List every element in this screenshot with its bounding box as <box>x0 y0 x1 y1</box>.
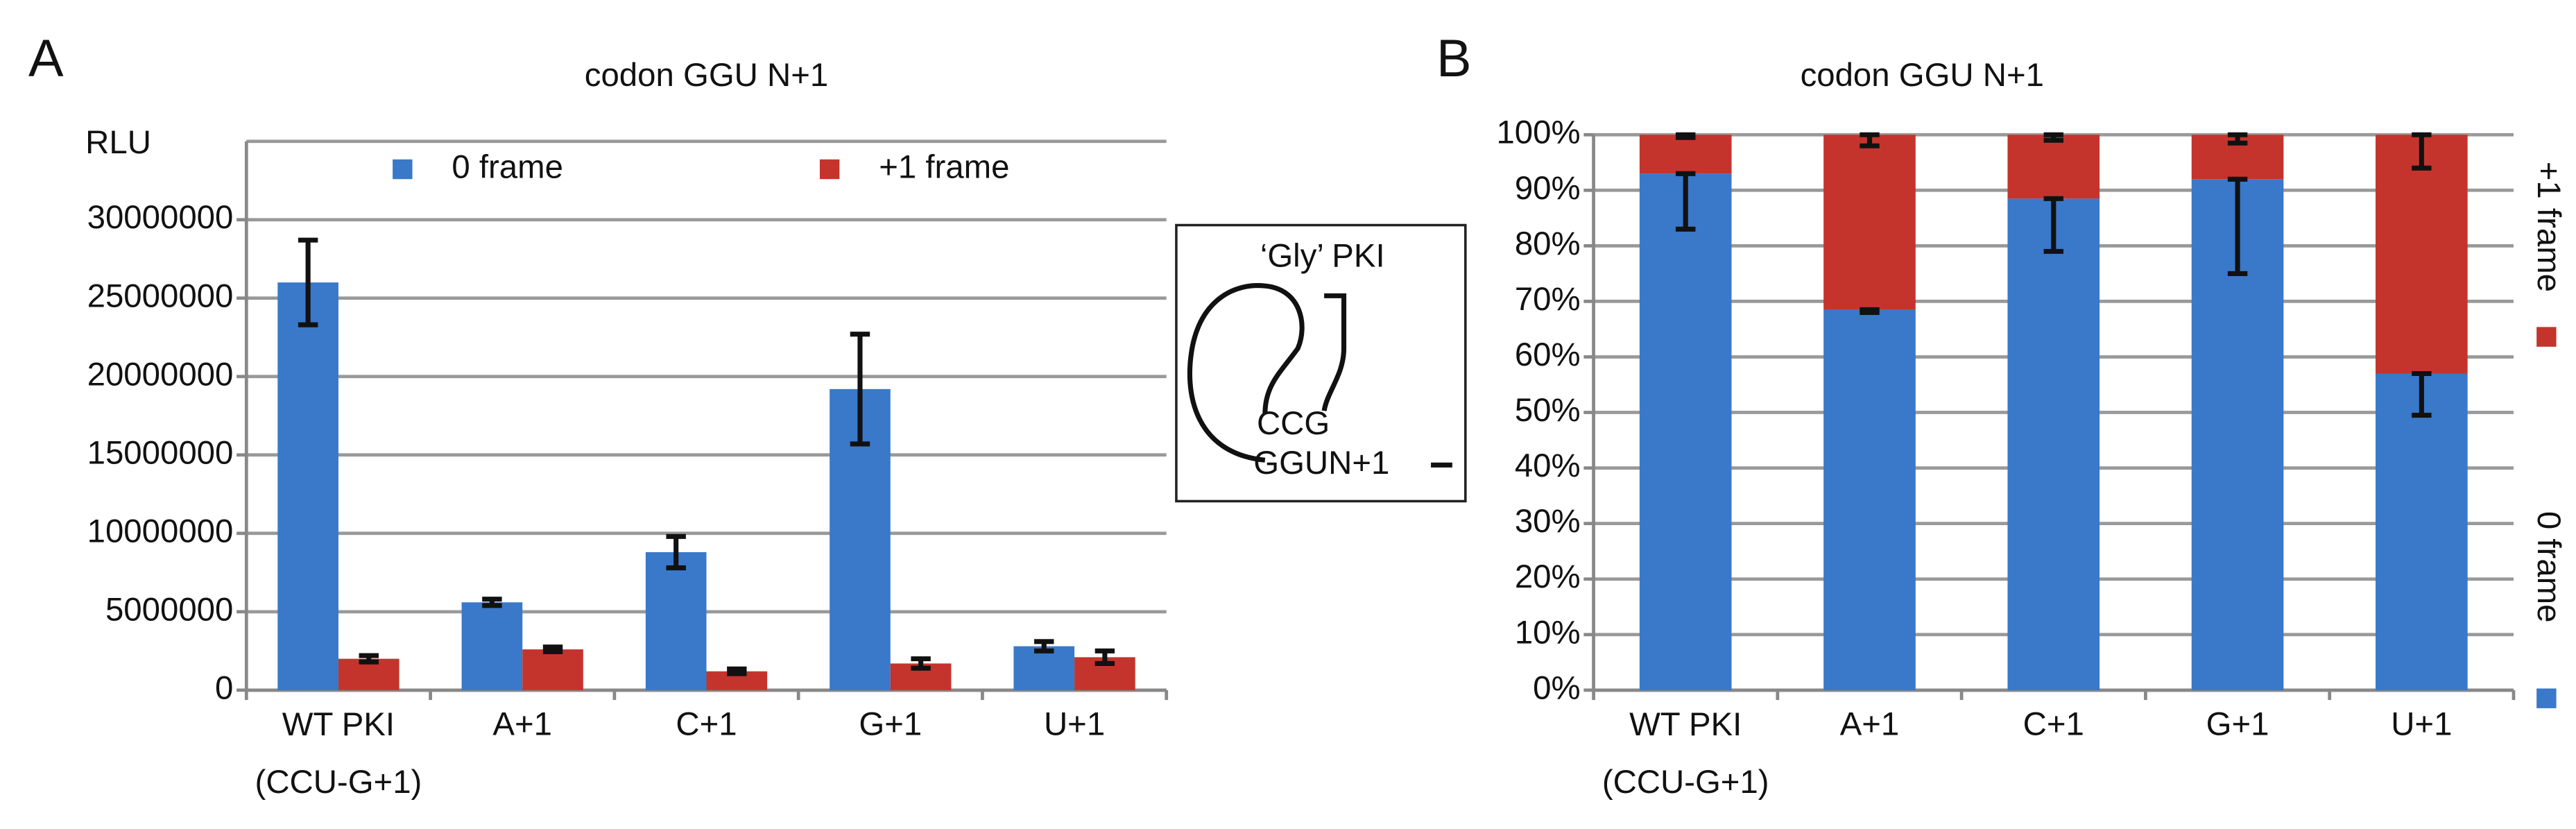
error-bar <box>2043 196 2063 254</box>
legend-label: +1 frame <box>879 148 1009 185</box>
error-bar <box>2412 132 2432 171</box>
y-tick-label: 20% <box>1515 558 1581 595</box>
error-bar <box>298 237 318 327</box>
error-bar <box>1094 648 1115 666</box>
bar <box>277 282 338 690</box>
bar-segment <box>2007 198 2100 690</box>
bar-segment <box>1639 135 1732 174</box>
bar-segment <box>1823 309 1916 690</box>
stem-loop <box>1187 283 1305 463</box>
x-tick-label: C+1 <box>2023 706 2084 742</box>
error-bar <box>542 644 563 655</box>
bar-segment <box>2376 373 2468 690</box>
panel-label: A <box>28 29 64 88</box>
x-tick-label: G+1 <box>859 706 922 742</box>
y-tick-label: 10000000 <box>87 513 234 549</box>
legend-label: 0 frame <box>452 148 563 185</box>
bar-segment <box>1639 173 1732 690</box>
legend-label: +1 frame <box>2530 162 2567 292</box>
y-tick-label: 100% <box>1496 114 1580 151</box>
y-tick-label: 10% <box>1515 614 1581 651</box>
y-tick-label: 5000000 <box>105 591 233 628</box>
panel-label: B <box>1436 29 1472 88</box>
y-axis-label: RLU <box>85 124 151 161</box>
y-tick-label: 60% <box>1515 336 1581 373</box>
error-bar <box>911 656 931 671</box>
error-bar <box>2227 132 2248 146</box>
bar <box>1013 646 1075 690</box>
error-bar <box>1860 132 1880 148</box>
y-tick-label: 50% <box>1515 392 1581 429</box>
y-tick-label: 30% <box>1515 503 1581 540</box>
bar-segment <box>2376 135 2468 374</box>
bar <box>522 649 583 690</box>
error-bar <box>2043 132 2063 143</box>
y-tick-label: 0% <box>1533 669 1580 706</box>
x-tick-label: U+1 <box>1044 706 1105 742</box>
y-tick-label: 80% <box>1515 225 1581 262</box>
error-bar <box>1675 171 1696 232</box>
inset-label: GGUN+1 <box>1253 445 1389 481</box>
legend-swatch <box>819 159 840 180</box>
y-tick-label: 20000000 <box>87 356 234 393</box>
bar <box>645 552 707 690</box>
x-tick-label: WT PKI (CCU-G+1) <box>255 706 422 800</box>
x-tick-label: C+1 <box>676 706 737 742</box>
chart-title: codon GGU N+1 <box>585 57 828 94</box>
bar <box>461 602 523 690</box>
error-bar <box>666 533 686 571</box>
x-tick-label: U+1 <box>2391 706 2452 742</box>
error-bar <box>2227 176 2248 276</box>
error-bar <box>1675 132 1696 140</box>
legend-swatch <box>2536 327 2557 347</box>
error-bar <box>2412 370 2432 418</box>
legend-swatch <box>393 159 413 180</box>
stem-loop <box>1321 293 1347 411</box>
y-tick-label: 40% <box>1515 447 1581 484</box>
error-bar <box>482 597 502 608</box>
inset-title: ‘Gly’ PKI <box>1260 237 1385 274</box>
y-tick-label: 15000000 <box>87 434 234 471</box>
y-tick-label: 25000000 <box>87 277 234 314</box>
y-tick-label: 90% <box>1515 170 1581 207</box>
x-tick-label: G+1 <box>2206 706 2269 742</box>
bar-segment <box>1823 135 1916 310</box>
x-tick-label: A+1 <box>492 706 552 742</box>
legend-label: 0 frame <box>2530 511 2567 623</box>
chart-title: codon GGU N+1 <box>1801 57 2044 94</box>
error-bar <box>850 332 870 447</box>
x-tick-label: A+1 <box>1840 706 1900 742</box>
inset-label: CCG <box>1257 405 1330 442</box>
error-bar <box>1860 307 1880 315</box>
bar-segment <box>2007 135 2100 199</box>
error-bar <box>1034 639 1054 653</box>
x-tick-label: WT PKI (CCU-G+1) <box>1602 706 1769 800</box>
y-tick-label: 30000000 <box>87 199 234 236</box>
inset-box <box>1175 223 1467 503</box>
y-tick-label: 70% <box>1515 281 1581 318</box>
legend-swatch <box>2536 688 2557 708</box>
y-tick-label: 0 <box>215 669 233 706</box>
error-bar <box>359 653 379 665</box>
error-bar <box>727 666 747 676</box>
inset: ‘Gly’ PKI CCG GGUN+1 <box>1175 223 1467 503</box>
